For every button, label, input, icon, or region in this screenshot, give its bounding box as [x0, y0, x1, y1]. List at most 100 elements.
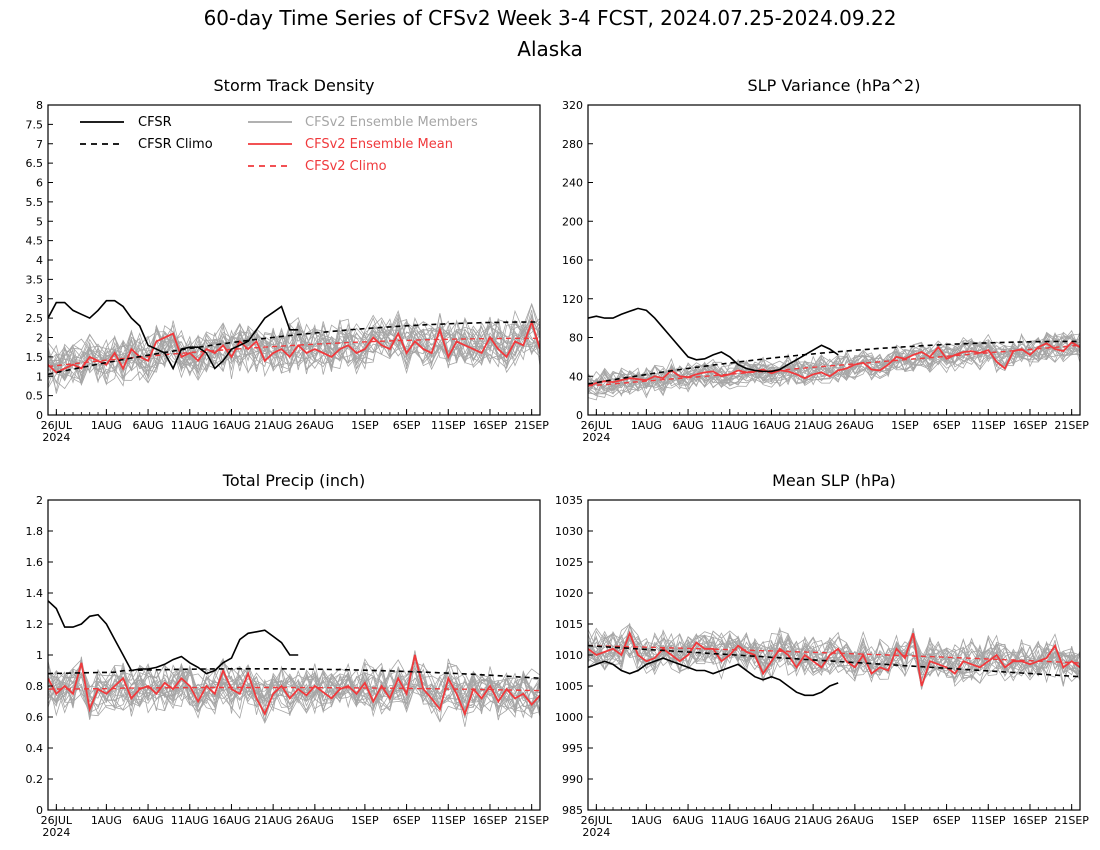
x-tick-label: 21AUG — [794, 419, 832, 432]
x-tick-label: 21SEP — [514, 419, 549, 432]
x-tick-label: 11SEP — [971, 814, 1006, 827]
x-tick-label: 1SEP — [891, 814, 919, 827]
x-tick-label: 26AUG — [296, 814, 334, 827]
y-tick-label: 1 — [36, 649, 43, 662]
x-tick-label: 6SEP — [933, 814, 961, 827]
panel-title: Total Precip (inch) — [222, 471, 365, 490]
ensemble-member-line — [588, 333, 1080, 392]
ensemble-member-line — [588, 341, 1080, 396]
legend: CFSR CFSR Climo CFSv2 Ensemble Members CFSv… — [80, 115, 478, 174]
y-tick-label: 995 — [562, 742, 583, 755]
x-year-label: 2024 — [582, 826, 610, 839]
panel-mean-slp: Mean SLP (hPa) 985 990 995 1000 1005 1010 1015… — [555, 471, 1089, 839]
x-tick-label: 1SEP — [891, 419, 919, 432]
panel-total-precip: Total Precip (inch) 0 0.2 0.4 0.6 0.8 1 1.2 1.4… — [26, 471, 550, 839]
panel-title: Storm Track Density — [214, 76, 375, 95]
x-tick-label: 6SEP — [393, 814, 421, 827]
x-tick-label: 6SEP — [933, 419, 961, 432]
x-tick-label: 26JUL — [41, 814, 73, 827]
y-tick-label: 0.8 — [26, 680, 44, 693]
y-tick-label: 120 — [562, 293, 583, 306]
y-tick-label: 1 — [36, 370, 43, 383]
y-tick-label: 0.4 — [26, 742, 44, 755]
x-tick-label: 11AUG — [171, 814, 209, 827]
ensemble-member-line — [48, 661, 540, 711]
legend-label-cfsr: CFSR — [138, 115, 172, 130]
x-year-label: 2024 — [42, 826, 70, 839]
ensemble-member-line — [588, 631, 1080, 684]
y-tick-label: 0 — [36, 804, 43, 817]
panel-title: Mean SLP (hPa) — [772, 471, 896, 490]
x-tick-label: 26AUG — [836, 814, 874, 827]
ensemble-member-line — [48, 664, 540, 717]
x-tick-label: 16AUG — [752, 814, 790, 827]
x-tick-label: 1SEP — [351, 814, 379, 827]
panel-slp-variance: SLP Variance (hPa^2) 0 40 80 120 160 200 240 28… — [562, 76, 1089, 444]
y-tick-label: 1000 — [555, 711, 583, 724]
x-tick-label: 26AUG — [836, 419, 874, 432]
x-tick-label: 16SEP — [473, 814, 508, 827]
figure-title: 60-day Time Series of CFSv2 Week 3-4 FCS… — [204, 6, 897, 30]
y-tick-label: 1.5 — [26, 351, 44, 364]
x-tick-label: 6AUG — [133, 814, 164, 827]
y-tick-label: 280 — [562, 138, 583, 151]
y-tick-label: 80 — [569, 332, 583, 345]
plot-area — [588, 622, 1080, 697]
y-tick-label: 240 — [562, 177, 583, 190]
y-tick-label: 7 — [36, 138, 43, 151]
y-tick-label: 1030 — [555, 525, 583, 538]
x-tick-label: 21AUG — [254, 814, 292, 827]
x-tick-label: 16SEP — [473, 419, 508, 432]
legend-label-cfsr_climo: CFSR Climo — [138, 137, 213, 152]
x-tick-label: 6AUG — [133, 419, 164, 432]
y-tick-label: 2.5 — [26, 312, 44, 325]
y-tick-label: 1020 — [555, 587, 583, 600]
y-tick-label: 2 — [36, 332, 43, 345]
y-tick-label: 8 — [36, 99, 43, 112]
x-tick-label: 11SEP — [971, 419, 1006, 432]
x-tick-label: 26JUL — [581, 814, 613, 827]
y-tick-label: 1025 — [555, 556, 583, 569]
x-tick-label: 1AUG — [91, 419, 122, 432]
x-tick-label: 6AUG — [673, 419, 704, 432]
ensemble-member-line — [48, 313, 540, 384]
x-tick-label: 11AUG — [711, 814, 749, 827]
y-tick-label: 1010 — [555, 649, 583, 662]
ensemble-member-line — [48, 663, 540, 719]
y-tick-label: 320 — [562, 99, 583, 112]
x-tick-label: 16AUG — [752, 419, 790, 432]
x-tick-label: 21AUG — [794, 814, 832, 827]
ensemble-member-line — [588, 628, 1080, 683]
plot-area — [48, 600, 540, 727]
y-tick-label: 0 — [36, 409, 43, 422]
x-tick-label: 6AUG — [673, 814, 704, 827]
ensemble-mean-line — [48, 654, 540, 717]
ensemble-member-line — [588, 623, 1080, 684]
ensemble-member-line — [48, 655, 540, 724]
x-tick-label: 1AUG — [631, 814, 662, 827]
legend-label-ensemble_members: CFSv2 Ensemble Members — [305, 115, 478, 130]
legend-label-cfsv2_climo: CFSv2 Climo — [305, 159, 387, 174]
cfsr-climo-line — [588, 340, 1080, 385]
y-tick-label: 4 — [36, 254, 43, 267]
y-tick-label: 0 — [576, 409, 583, 422]
y-tick-label: 6 — [36, 177, 43, 190]
y-tick-label: 985 — [562, 804, 583, 817]
y-tick-label: 40 — [569, 370, 583, 383]
y-tick-label: 1.2 — [26, 618, 44, 631]
ensemble-member-line — [588, 633, 1080, 690]
ensemble-member-line — [48, 303, 540, 384]
y-tick-label: 990 — [562, 773, 583, 786]
cfsv2-climo-line — [48, 686, 540, 692]
x-tick-label: 21SEP — [1054, 814, 1089, 827]
plot-area — [588, 307, 1080, 401]
y-tick-label: 6.5 — [26, 157, 44, 170]
y-tick-label: 0.6 — [26, 711, 44, 724]
cfsr-line — [48, 299, 299, 371]
cfsv2-climo-line — [588, 645, 1080, 664]
cfsr-line — [588, 307, 839, 373]
ensemble-member-line — [48, 319, 540, 392]
y-tick-label: 1005 — [555, 680, 583, 693]
ensemble-member-line — [48, 321, 540, 378]
